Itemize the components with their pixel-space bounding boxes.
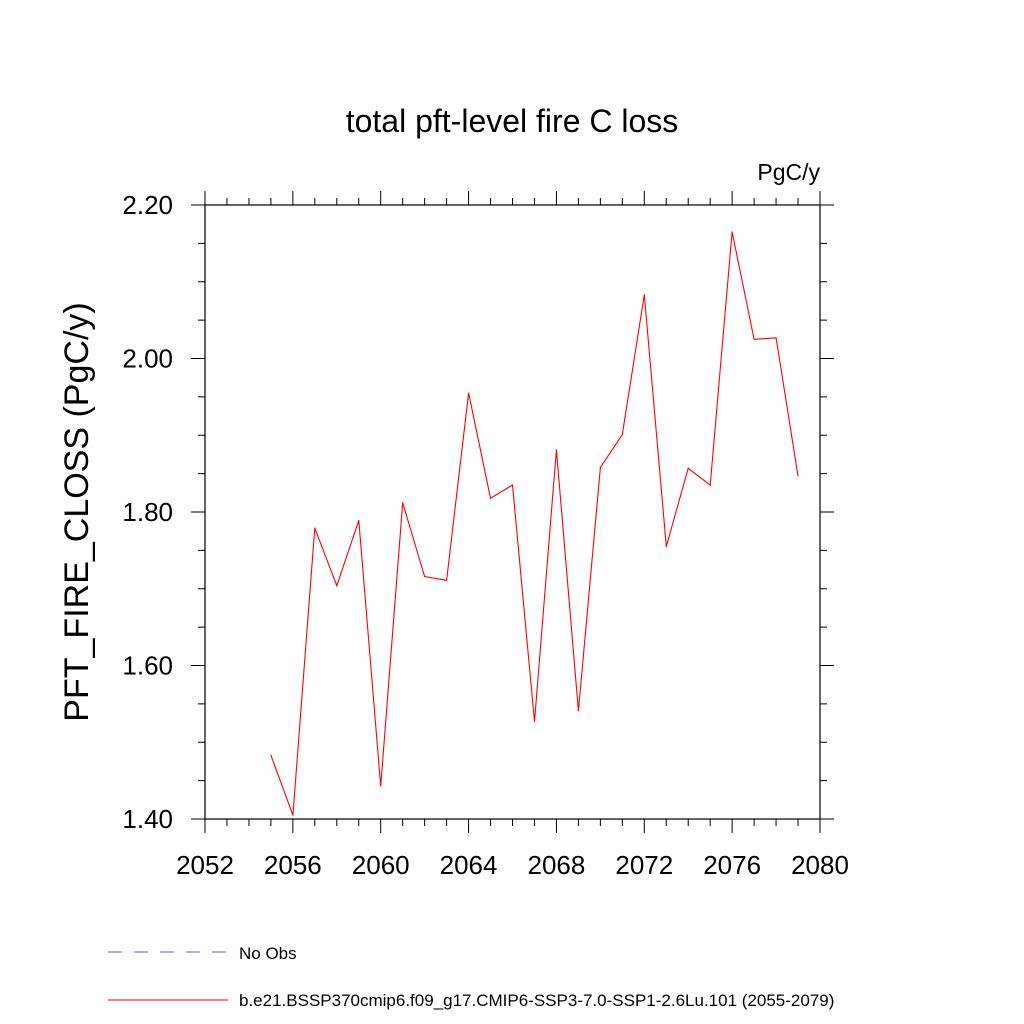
axis-ticks: 2052 2056 2060 2064 2068 2072 2076 2080 1.40 1.60… <box>122 190 849 880</box>
data-point <box>665 545 667 548</box>
data-point <box>775 337 777 339</box>
plot-frame <box>204 204 821 820</box>
x-tick-label: 2072 <box>615 850 673 880</box>
x-tick-label: 2080 <box>791 850 849 880</box>
data-point <box>533 720 536 723</box>
data-point <box>687 467 689 469</box>
legend-label-model: b.e21.BSSP370cmip6.f09_g17.CMIP6-SSP3-7.… <box>239 991 834 1010</box>
legend: No Obs b.e21.BSSP370cmip6.f09_g17.CMIP6-… <box>108 944 834 1010</box>
chart-title: total pft-level fire C loss <box>346 103 679 139</box>
series-layer <box>270 231 799 816</box>
data-point <box>380 785 382 787</box>
data-point <box>731 231 733 233</box>
data-point <box>424 575 426 578</box>
x-tick-label: 2052 <box>176 850 234 880</box>
data-point <box>621 433 623 436</box>
data-point <box>446 579 448 581</box>
data-point <box>402 502 404 504</box>
data-point <box>336 585 338 587</box>
x-tick-label: 2064 <box>440 850 498 880</box>
x-tick-label: 2060 <box>352 850 410 880</box>
data-point <box>270 754 272 756</box>
data-point <box>753 338 755 340</box>
data-point <box>314 527 316 529</box>
data-point <box>643 294 645 296</box>
units-label: PgC/y <box>757 159 820 185</box>
x-tick-label: 2076 <box>703 850 761 880</box>
y-axis-label: PFT_FIRE_CLOSS (PgC/y) <box>58 302 96 721</box>
data-point <box>292 814 294 816</box>
data-point <box>467 392 470 394</box>
y-tick-label: 2.20 <box>122 190 173 220</box>
x-tick-label: 2068 <box>528 850 586 880</box>
data-point <box>599 466 601 469</box>
y-tick-label: 1.40 <box>122 804 173 834</box>
data-point <box>511 484 514 486</box>
data-point <box>709 484 711 486</box>
data-point <box>797 475 799 477</box>
y-tick-label: 2.00 <box>122 344 173 374</box>
data-point <box>358 519 360 522</box>
x-tick-label: 2056 <box>264 850 322 880</box>
y-tick-label: 1.60 <box>122 651 173 681</box>
data-point <box>489 497 492 499</box>
legend-label-no-obs: No Obs <box>239 944 297 963</box>
data-point <box>555 449 558 451</box>
series-line <box>270 231 799 816</box>
y-tick-label: 1.80 <box>122 497 173 527</box>
data-point <box>577 710 579 712</box>
